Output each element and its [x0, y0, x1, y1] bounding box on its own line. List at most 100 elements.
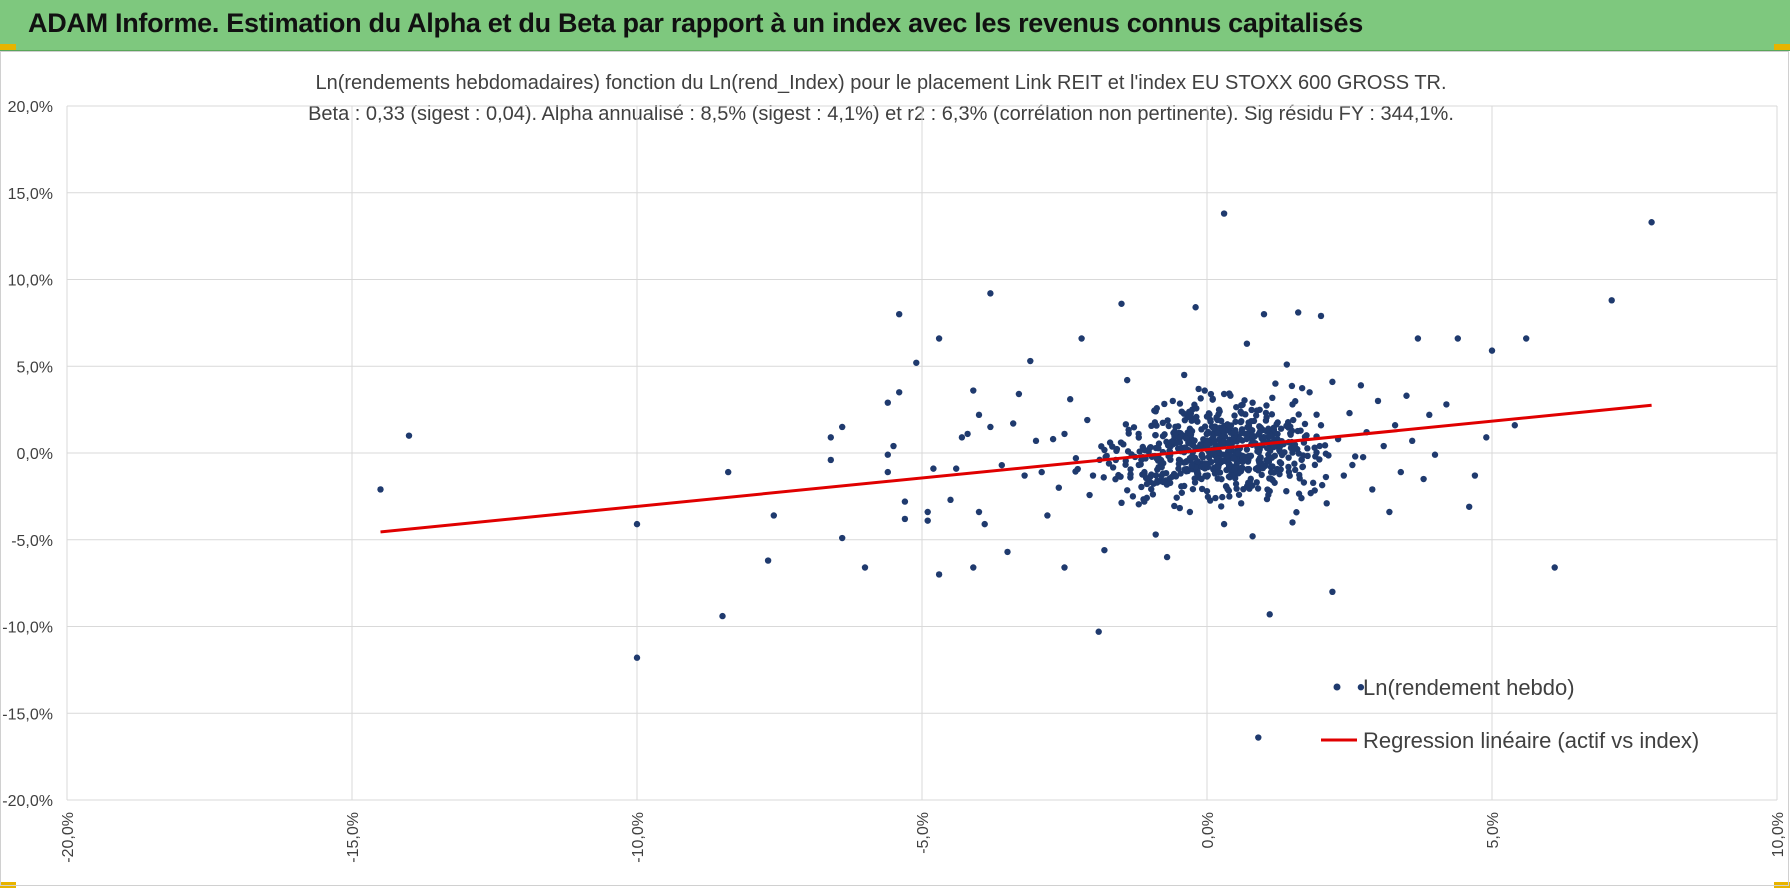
data-point [1243, 435, 1250, 443]
data-point [1300, 479, 1308, 486]
data-point [1272, 380, 1279, 387]
data-point [1212, 494, 1219, 502]
data-point [1269, 394, 1276, 402]
scatter-chart: Ln(rendements hebdomadaires) fonction du… [2, 72, 1787, 863]
regression-line-layer [380, 403, 1652, 534]
data-point [1306, 389, 1313, 396]
data-point [1276, 448, 1284, 455]
data-point [1192, 304, 1199, 311]
data-point [1357, 382, 1365, 389]
data-point [1264, 444, 1271, 452]
data-point [1186, 408, 1193, 415]
data-point [913, 359, 920, 366]
data-point [1089, 472, 1097, 479]
data-point [1210, 424, 1217, 432]
data-point [1169, 397, 1177, 405]
data-point [1163, 553, 1171, 561]
data-point [1164, 417, 1171, 424]
data-point [1249, 533, 1256, 540]
data-point [1175, 460, 1183, 468]
data-point [981, 520, 988, 528]
data-point [1176, 400, 1184, 407]
data-point [633, 520, 641, 528]
data-point [1329, 588, 1336, 595]
data-point [1431, 451, 1439, 458]
data-point [1188, 453, 1195, 461]
data-point [1318, 481, 1326, 489]
data-point [1266, 432, 1274, 440]
data-point [1138, 483, 1145, 491]
data-point [1208, 458, 1215, 466]
data-point [970, 387, 977, 394]
data-point [1038, 468, 1045, 476]
data-point [1258, 471, 1265, 479]
data-point [1155, 445, 1162, 452]
data-point [1274, 430, 1281, 438]
data-point [1322, 473, 1330, 481]
data-point [1231, 412, 1238, 419]
data-point [1274, 435, 1281, 443]
data-point [1311, 461, 1319, 469]
data-point [1369, 486, 1376, 493]
data-point [1249, 399, 1256, 406]
data-point [1276, 458, 1284, 466]
data-point [1160, 478, 1167, 486]
data-point [1285, 463, 1292, 471]
x-tick-label: -15,0% [345, 812, 362, 863]
data-point [1118, 300, 1125, 307]
data-point [1316, 456, 1323, 463]
data-point [1141, 470, 1148, 478]
data-point [1268, 411, 1276, 418]
grid-lines [66, 105, 1778, 801]
data-point [1215, 468, 1222, 476]
data-point [1311, 487, 1318, 494]
data-point [901, 498, 909, 505]
regression-line [380, 403, 1652, 534]
data-point [1150, 480, 1157, 487]
data-point [1304, 445, 1311, 452]
data-point [1109, 464, 1117, 471]
data-point [1254, 485, 1262, 492]
chart-subtitle: Beta : 0,33 (sigest : 0,04). Alpha annua… [308, 103, 1454, 125]
data-point [975, 411, 983, 419]
data-point [1325, 452, 1332, 459]
data-point [1162, 469, 1170, 477]
data-point [1291, 466, 1299, 474]
legend: Ln(rendement hebdo) Regression linéaire … [1321, 675, 1699, 753]
data-point [1015, 390, 1023, 398]
data-point [1340, 472, 1348, 479]
data-point [1178, 489, 1186, 496]
data-point [1471, 472, 1479, 479]
data-point [1208, 449, 1216, 457]
data-point [377, 486, 384, 493]
data-point [1118, 499, 1125, 507]
x-tick-label: -5,0% [915, 812, 932, 854]
data-point [1231, 429, 1239, 436]
data-point [1124, 376, 1131, 384]
data-point [1224, 485, 1231, 493]
data-point [1154, 466, 1161, 473]
data-point [1027, 357, 1034, 365]
y-tick-label: 15,0% [8, 186, 53, 203]
data-point [1426, 411, 1433, 419]
data-point [1220, 520, 1228, 528]
data-point [935, 335, 943, 342]
data-point [1124, 448, 1132, 455]
chart-area: Ln(rendements hebdomadaires) fonction du… [0, 51, 1789, 886]
data-point [1206, 411, 1213, 418]
data-point [1349, 461, 1356, 469]
data-point [1049, 435, 1057, 443]
data-point [1283, 487, 1290, 495]
data-point [1199, 454, 1207, 461]
data-point [1187, 431, 1195, 438]
data-point [1191, 475, 1198, 482]
data-point [1152, 531, 1159, 538]
data-point [1188, 462, 1196, 469]
y-tick-label: -10,0% [2, 620, 53, 637]
data-point [1198, 475, 1205, 483]
data-point [839, 423, 846, 431]
data-point [1220, 210, 1228, 217]
data-point [1274, 419, 1281, 426]
data-point [1230, 455, 1238, 462]
scatter-points [377, 210, 1655, 741]
